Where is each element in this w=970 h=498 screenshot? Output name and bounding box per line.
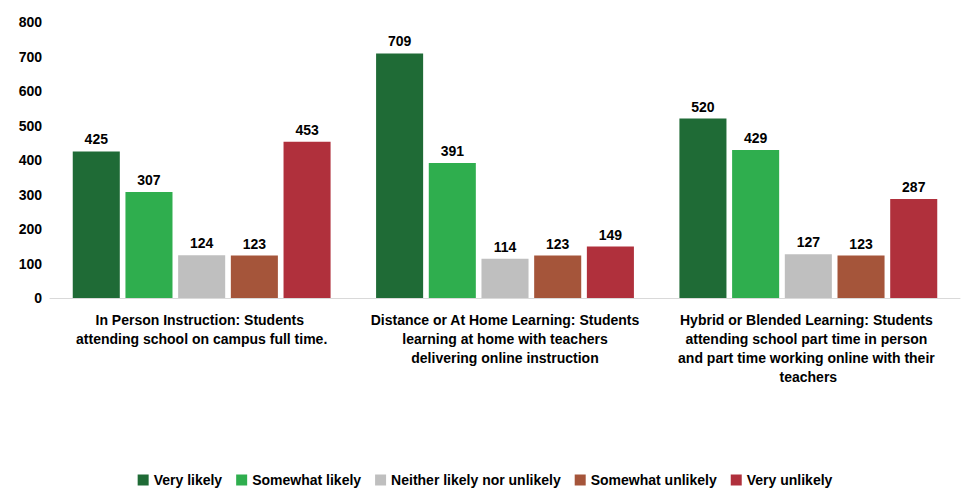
svg-text:100: 100: [19, 256, 43, 272]
svg-text:700: 700: [19, 49, 43, 65]
svg-text:114: 114: [494, 239, 517, 255]
svg-text:500: 500: [19, 118, 43, 134]
svg-text:307: 307: [137, 172, 161, 188]
svg-text:delivering online instruction: delivering online instruction: [411, 350, 598, 366]
svg-text:and part time working online w: and part time working online with their: [678, 350, 939, 366]
svg-text:391: 391: [441, 143, 465, 159]
svg-text:Neither likely nor unlikely: Neither likely nor unlikely: [391, 472, 561, 488]
svg-text:287: 287: [902, 179, 926, 195]
svg-text:attending school on campus ful: attending school on campus full time.: [76, 331, 327, 347]
svg-text:127: 127: [797, 234, 821, 250]
svg-text:123: 123: [243, 236, 267, 252]
svg-text:In Person Instruction: Student: In Person Instruction: Students: [95, 312, 307, 328]
svg-text:200: 200: [19, 221, 43, 237]
svg-text:520: 520: [691, 99, 715, 115]
svg-text:123: 123: [849, 236, 873, 252]
svg-text:800: 800: [19, 14, 43, 30]
svg-text:learning at home with teachers: learning at home with teachers: [398, 331, 611, 347]
svg-text:Somewhat likely: Somewhat likely: [252, 472, 361, 488]
svg-text:Hybrid or Blended Learning: St: Hybrid or Blended Learning: Students: [680, 312, 937, 328]
svg-text:400: 400: [19, 152, 43, 168]
svg-text:149: 149: [599, 227, 623, 243]
svg-text:429: 429: [744, 130, 768, 146]
svg-text:123: 123: [546, 236, 570, 252]
svg-text:453: 453: [295, 122, 319, 138]
svg-text:Very likely: Very likely: [154, 472, 223, 488]
svg-text:425: 425: [85, 131, 109, 147]
svg-text:600: 600: [19, 83, 43, 99]
svg-text:Somewhat unlikely: Somewhat unlikely: [591, 472, 717, 488]
svg-text:attending school part time in: attending school part time in person: [685, 331, 931, 347]
svg-text:Very unlikely: Very unlikely: [747, 472, 833, 488]
svg-text:300: 300: [19, 187, 43, 203]
svg-text:0: 0: [34, 290, 42, 306]
svg-text:teachers: teachers: [780, 369, 838, 385]
svg-text:Distance or At Home Learning:: Distance or At Home Learning: Students: [371, 312, 640, 328]
svg-text:709: 709: [388, 33, 412, 49]
svg-text:124: 124: [190, 235, 214, 251]
